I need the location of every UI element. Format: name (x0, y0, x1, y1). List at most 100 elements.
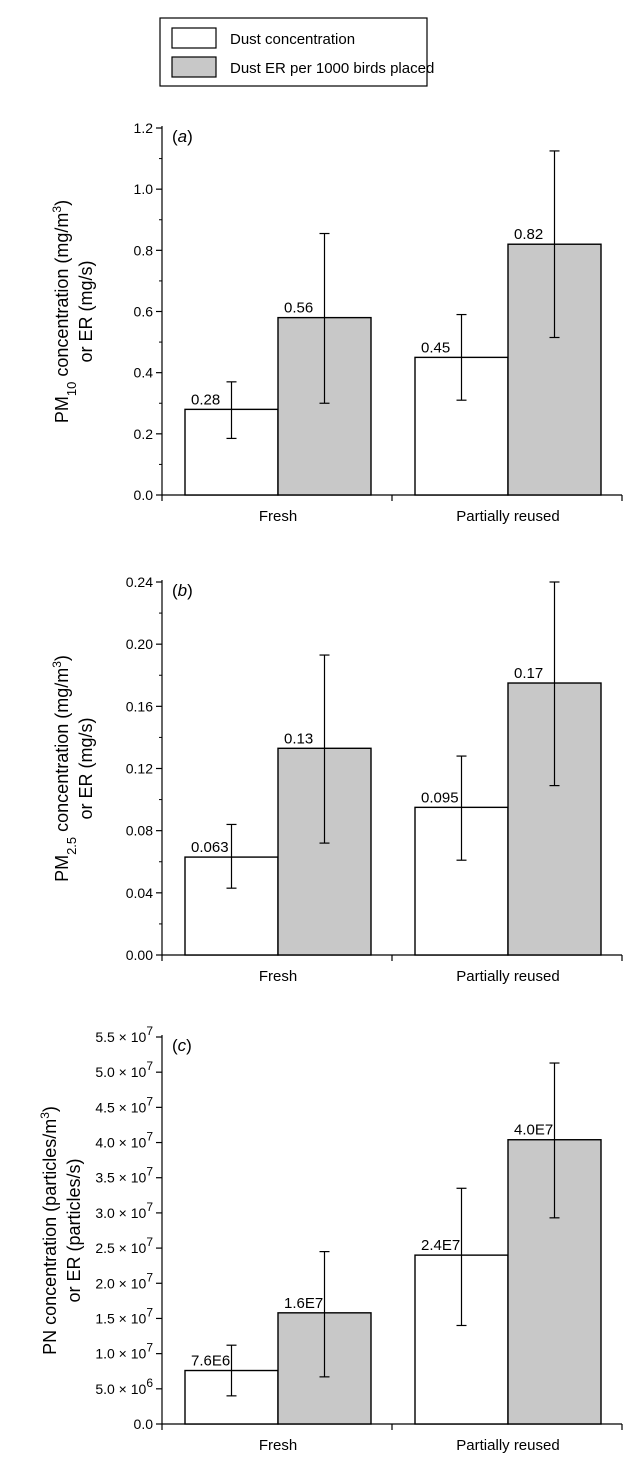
y-label-seg: concentration (mg/m (52, 213, 72, 382)
data-label: 0.56 (284, 300, 313, 317)
panel-label: (b) (172, 581, 193, 600)
category-label: Partially reused (456, 508, 559, 525)
y-tick-label: 5.0 × 106 (95, 1376, 153, 1397)
panel-label-open: ( (172, 581, 178, 600)
y-label-sub: 10 (64, 382, 79, 396)
y-tick-label: 1.2 (134, 120, 154, 136)
y-label-seg: ) (40, 1106, 60, 1112)
y-tick-label: 4.0 × 107 (95, 1130, 153, 1151)
y-label-seg: PM (52, 855, 72, 882)
y-tick-exponent: 7 (146, 1341, 153, 1355)
panel-label: (c) (172, 1036, 192, 1055)
data-label: 0.13 (284, 730, 313, 747)
y-tick-label: 1.5 × 107 (95, 1305, 153, 1326)
y-axis-label-line1: PM2.5 concentration (mg/m3) (50, 655, 79, 882)
panel-label: (a) (172, 127, 193, 146)
y-tick-label: 0.12 (126, 761, 153, 777)
y-label-seg: concentration (mg/m (52, 668, 72, 837)
y-tick-label: 4.5 × 107 (95, 1094, 153, 1115)
y-tick-label: 0.04 (126, 885, 153, 901)
y-tick-label: 0.2 (134, 426, 154, 442)
y-tick-exponent: 7 (146, 1165, 153, 1179)
y-tick-label: 0.8 (134, 242, 154, 258)
y-label-sub: 2.5 (64, 837, 79, 855)
y-tick-label: 0.6 (134, 304, 154, 320)
panel-label-close: ) (187, 127, 193, 146)
legend-label-dust-er: Dust ER per 1000 birds placed (230, 60, 434, 77)
y-tick-mantissa: 2.5 × 10 (95, 1240, 146, 1256)
legend-swatch-dust-concentration (171, 27, 217, 49)
y-tick-label: 0.08 (126, 823, 153, 839)
y-label-sup: 3 (50, 206, 64, 213)
y-tick-label: 0.0 (134, 1416, 154, 1432)
y-tick-label: 0.00 (126, 947, 153, 963)
category-label: Fresh (259, 1437, 297, 1454)
y-tick-mantissa: 2.0 × 10 (95, 1275, 146, 1291)
y-tick-mantissa: 5.5 × 10 (95, 1029, 146, 1045)
y-tick-label: 1.0 (134, 181, 154, 197)
y-tick-label: 1.0 × 107 (95, 1341, 153, 1362)
panel-a: 0.0 0.2 0.4 0.6 0.8 1.0 1.2 0.28 0.45 0.56 0.82 Fre… (50, 120, 623, 525)
y-tick-exponent: 7 (146, 1235, 153, 1249)
y-tick-exponent: 7 (146, 1094, 153, 1108)
y-tick-mantissa: 3.5 × 10 (95, 1170, 146, 1186)
legend-swatch-dust-er (171, 56, 217, 78)
y-tick-exponent: 7 (146, 1059, 153, 1073)
panel-label-letter: c (178, 1036, 187, 1055)
y-tick-label: 0.16 (126, 698, 153, 714)
data-label: 0.063 (191, 839, 229, 856)
y-label-sup: 3 (38, 1112, 52, 1119)
y-tick-exponent: 7 (146, 1270, 153, 1284)
y-label-seg: PM (52, 396, 72, 423)
y-label-seg: ) (52, 200, 72, 206)
y-tick-exponent: 7 (146, 1130, 153, 1144)
legend: Dust concentration Dust ER per 1000 bird… (159, 17, 434, 87)
y-tick-label: 2.0 × 107 (95, 1270, 153, 1291)
y-tick-label: 5.5 × 107 (95, 1024, 153, 1045)
y-tick-mantissa: 5.0 × 10 (95, 1064, 146, 1080)
y-tick-label: 0.24 (126, 574, 153, 590)
y-axis-label: PN concentration (particles/m3)or ER (pa… (38, 1106, 84, 1355)
panel-label-open: ( (172, 1036, 178, 1055)
data-label: 0.095 (421, 789, 459, 806)
y-axis-label-line2: or ER (mg/s) (76, 717, 96, 819)
panel-label-letter: b (178, 581, 187, 600)
y-axis-label-line1: PM10 concentration (mg/m3) (50, 200, 79, 423)
y-tick-exponent: 7 (146, 1200, 153, 1214)
y-tick-label: 3.5 × 107 (95, 1165, 153, 1186)
category-label: Partially reused (456, 1437, 559, 1454)
category-label: Partially reused (456, 968, 559, 985)
category-label: Fresh (259, 968, 297, 985)
y-axis-label-line1: PN concentration (particles/m3) (38, 1106, 60, 1355)
data-label: 0.82 (514, 226, 543, 243)
data-label: 0.45 (421, 339, 450, 356)
y-tick-exponent: 7 (146, 1305, 153, 1319)
y-tick-mantissa: 4.0 × 10 (95, 1135, 146, 1151)
data-label: 0.28 (191, 391, 220, 408)
y-axis-label-line2: or ER (mg/s) (76, 260, 96, 362)
y-label-seg: PN concentration (particles/m (40, 1119, 60, 1355)
y-tick-label: 5.0 × 107 (95, 1059, 153, 1080)
panel-b: 0.00 0.04 0.08 0.12 0.16 0.20 0.24 0.063 0.095 0.… (50, 574, 623, 985)
y-axis-label-line2: or ER (particles/s) (64, 1158, 84, 1302)
y-tick-mantissa: 5.0 × 10 (95, 1381, 146, 1397)
data-label: 0.17 (514, 665, 543, 682)
y-axis-label: PM10 concentration (mg/m3)or ER (mg/s) (50, 200, 96, 423)
y-tick-exponent: 7 (146, 1024, 153, 1038)
y-tick-label: 3.0 × 107 (95, 1200, 153, 1221)
y-tick-label: 0.0 (134, 487, 154, 503)
panel-label-letter: a (178, 127, 187, 146)
data-label: 7.6E6 (191, 1353, 230, 1370)
panel-label-close: ) (187, 581, 193, 600)
panel-label-open: ( (172, 127, 178, 146)
panel-label-close: ) (186, 1036, 192, 1055)
y-axis-label: PM2.5 concentration (mg/m3)or ER (mg/s) (50, 655, 96, 882)
legend-label-dust-concentration: Dust concentration (230, 31, 355, 48)
y-label-seg: ) (52, 655, 72, 661)
data-label: 2.4E7 (421, 1237, 460, 1254)
y-tick-mantissa: 3.0 × 10 (95, 1205, 146, 1221)
y-tick-label: 0.20 (126, 636, 153, 652)
data-label: 4.0E7 (514, 1122, 553, 1139)
